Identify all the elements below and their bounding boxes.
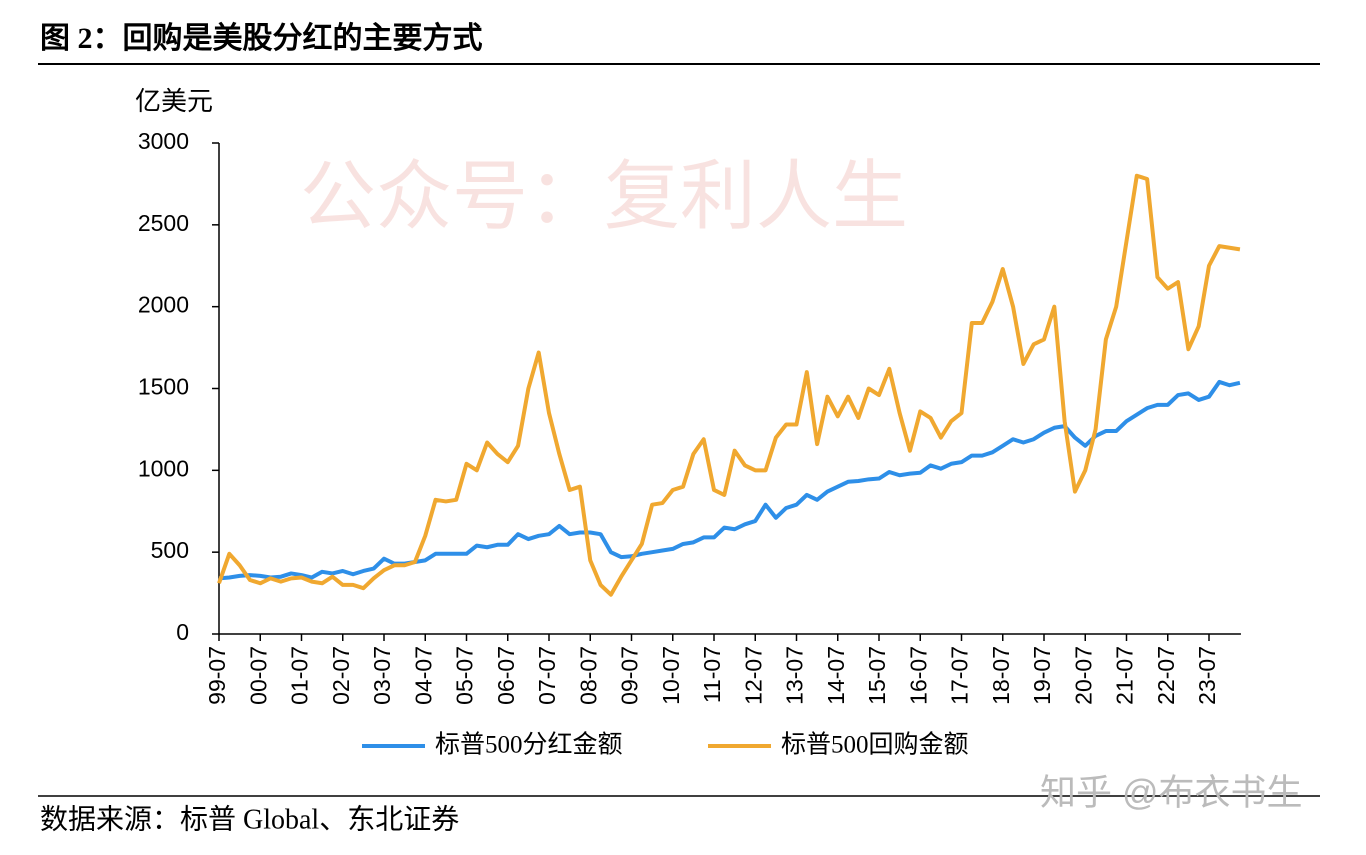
x-tick-label: 00-07	[245, 646, 271, 705]
x-tick-label: 19-07	[1029, 646, 1055, 705]
source: 数据来源：标普 Global、东北证券	[40, 803, 459, 835]
x-tick-label: 23-07	[1194, 646, 1220, 705]
x-tick-label: 99-07	[204, 646, 230, 705]
y-tick-label: 1000	[138, 455, 189, 481]
y-axis-label: 亿美元	[135, 87, 213, 116]
y-tick-label: 3000	[138, 128, 189, 154]
series-line	[218, 379, 1241, 581]
x-tick-label: 04-07	[410, 646, 436, 705]
legend-label: 标普500回购金额	[781, 731, 969, 759]
x-tick-label: 09-07	[617, 646, 643, 705]
watermark: 知乎 @布衣书生	[1040, 772, 1303, 813]
x-tick-label: 03-07	[369, 646, 395, 705]
x-tick-label: 08-07	[575, 646, 601, 705]
y-tick-label: 2000	[138, 292, 189, 318]
chart-title: 图 2：回购是美股分红的主要方式	[40, 21, 483, 55]
x-tick-label: 11-07	[699, 646, 725, 703]
x-tick-label: 15-07	[864, 646, 890, 705]
x-tick-label: 10-07	[658, 646, 684, 705]
x-tick-label: 02-07	[328, 646, 354, 705]
x-tick-label: 07-07	[534, 646, 560, 705]
x-tick-label: 12-07	[740, 646, 766, 705]
watermark: 公众号：复利人生	[300, 155, 908, 239]
x-tick-label: 20-07	[1070, 646, 1096, 705]
series-line	[217, 173, 1241, 597]
x-tick-label: 16-07	[905, 646, 931, 705]
x-tick-label: 22-07	[1153, 646, 1179, 705]
x-tick-label: 05-07	[452, 646, 478, 705]
x-tick-label: 18-07	[988, 646, 1014, 705]
legend-label: 标普500分红金额	[435, 731, 623, 759]
y-tick-label: 1500	[138, 374, 189, 400]
x-tick-label: 17-07	[947, 646, 973, 705]
y-tick-label: 2500	[138, 210, 189, 236]
x-tick-label: 06-07	[493, 646, 519, 705]
x-tick-label: 13-07	[782, 646, 808, 705]
x-tick-label: 21-07	[1112, 646, 1138, 705]
x-tick-label: 14-07	[823, 646, 849, 705]
y-tick-label: 500	[151, 537, 189, 563]
y-tick-label: 0	[176, 619, 189, 645]
x-tick-label: 01-07	[287, 646, 313, 705]
